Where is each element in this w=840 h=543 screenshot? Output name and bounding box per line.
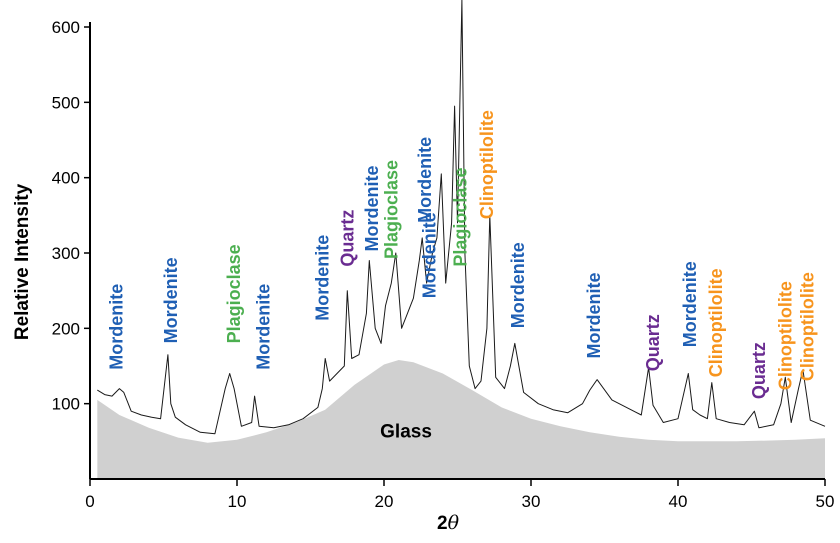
peak-label-mordenite: Mordenite — [680, 261, 700, 347]
x-tick-label: 10 — [228, 492, 247, 511]
y-tick-label: 300 — [52, 244, 80, 263]
peak-label-quartz: Quartz — [337, 210, 357, 267]
peak-label-plagioclase: Plagioclase — [381, 160, 401, 259]
peak-label-quartz: Quartz — [643, 314, 663, 371]
glass-label: Glass — [380, 422, 432, 443]
x-tick-label: 0 — [85, 492, 94, 511]
ticks-layer: 0 10 20 30 40 50 100 200 300 400 500 600 — [52, 18, 835, 511]
x-axis-title: 2θ — [437, 512, 460, 534]
glass-area — [97, 360, 826, 479]
y-tick-label: 500 — [52, 93, 80, 112]
y-tick-label: 600 — [52, 18, 80, 37]
y-axis-title: Relative Intensity — [12, 183, 33, 340]
spectrum-layer — [97, 0, 826, 435]
peak-label-mordenite: Mordenite — [107, 284, 127, 370]
peak-label-plagioclase: Plagioclase — [224, 244, 244, 343]
peak-label-clinoptilolite: Clinoptilolite — [797, 272, 817, 381]
peak-label-mordenite: Mordenite — [508, 242, 528, 328]
y-tick-label: 100 — [52, 395, 80, 414]
peak-label-clinoptilolite: Clinoptilolite — [775, 281, 795, 390]
peak-label-mordenite: Mordenite — [312, 235, 332, 321]
y-tick-label: 400 — [52, 169, 80, 188]
x-tick-label: 20 — [375, 492, 394, 511]
x-axis-title-prefix: 2 — [437, 513, 448, 534]
peak-labels-layer: Mordenite Mordenite Plagioclase MordeniteMo… — [107, 110, 818, 399]
peak-label-mordenite: Mordenite — [420, 212, 440, 298]
x-tick-label: 50 — [816, 492, 835, 511]
peak-label-mordenite: Mordenite — [415, 137, 435, 223]
peak-label-plagioclase: Plagioclase — [450, 168, 470, 267]
peak-label-mordenite: Mordenite — [161, 257, 181, 343]
peak-label-clinoptilolite: Clinoptilolite — [706, 268, 726, 377]
xrd-spectrum-line — [97, 0, 826, 435]
peak-label-mordenite: Mordenite — [584, 272, 604, 358]
peak-label-mordenite: Mordenite — [362, 165, 382, 251]
axes-layer — [89, 22, 825, 480]
glass-area-layer — [97, 360, 826, 479]
peak-label-clinoptilolite: Clinoptilolite — [477, 110, 497, 219]
x-axis-title-symbol: θ — [448, 512, 460, 534]
peak-label-mordenite: Mordenite — [254, 284, 274, 370]
x-tick-label: 40 — [669, 492, 688, 511]
x-tick-label: 30 — [522, 492, 541, 511]
peak-label-quartz: Quartz — [749, 342, 769, 399]
y-tick-label: 200 — [52, 319, 80, 338]
